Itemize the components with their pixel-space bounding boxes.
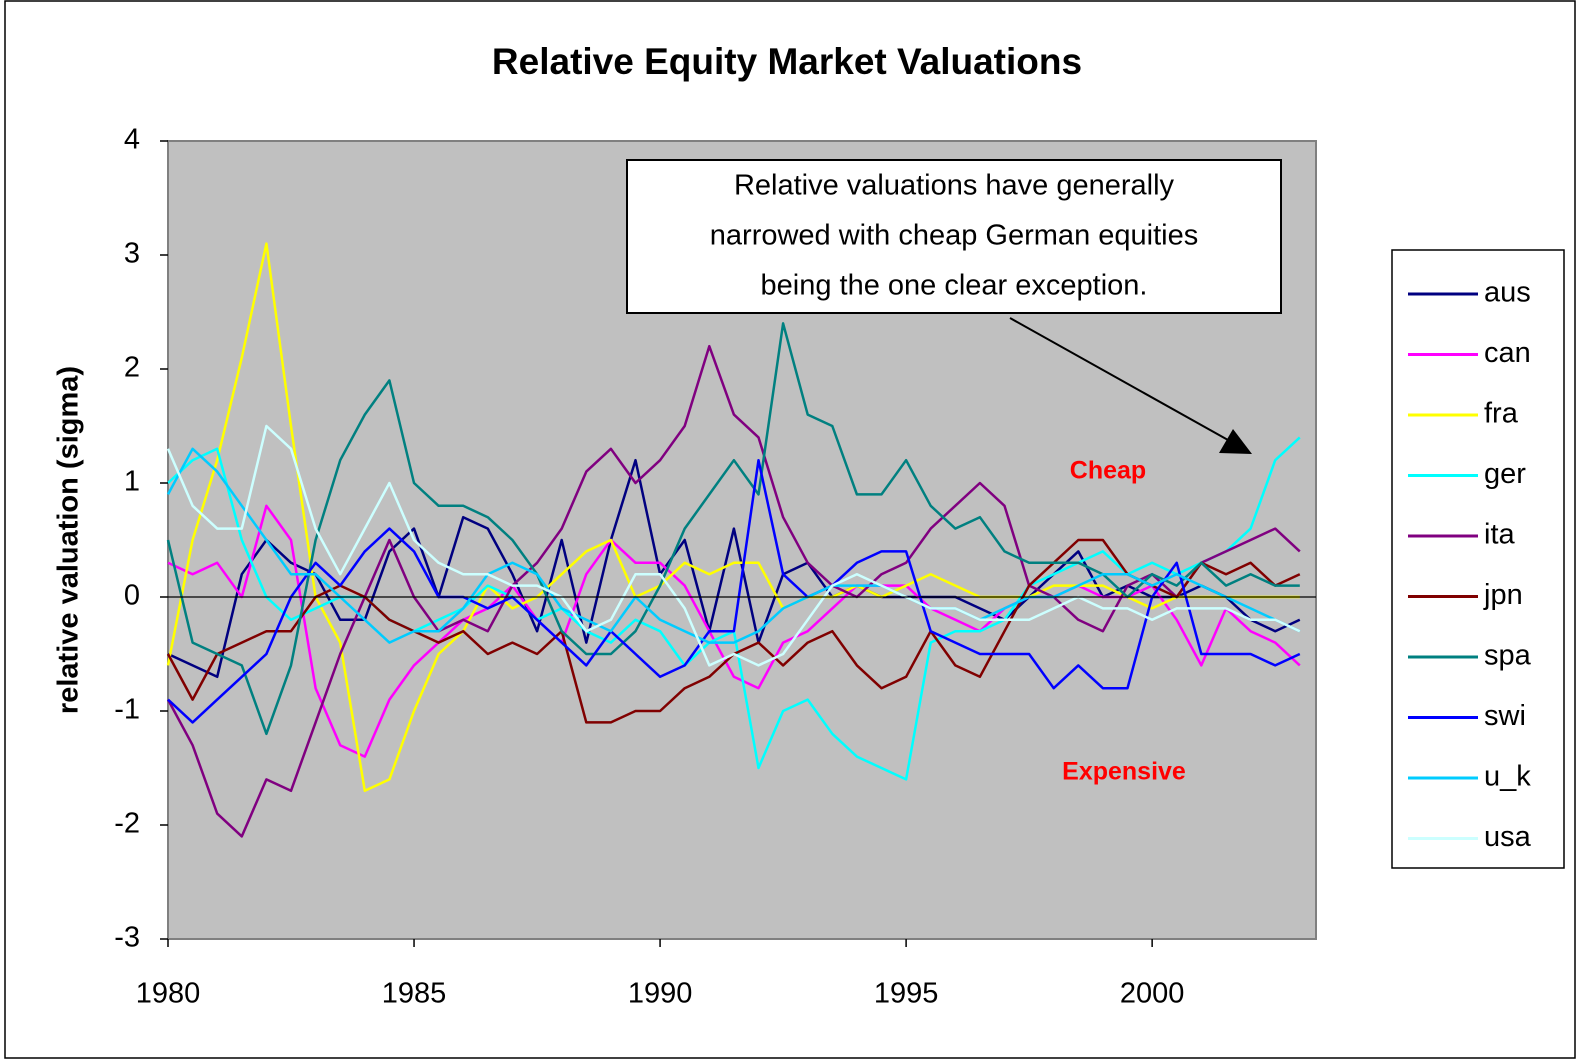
legend-label: aus — [1484, 277, 1531, 309]
annotation-line: being the one clear exception. — [761, 270, 1148, 302]
y-tick-label: 0 — [124, 580, 140, 612]
series-line — [166, 344, 1301, 838]
legend-label: spa — [1484, 640, 1532, 672]
annotation-box — [626, 159, 1282, 314]
plot — [166, 242, 1301, 838]
expensive-label: Expensive — [1062, 758, 1186, 786]
series-line — [166, 322, 1300, 736]
legend-label: ger — [1484, 458, 1526, 490]
legend-label: jpn — [1483, 579, 1523, 611]
series-line — [166, 424, 1301, 667]
x-tick-label: 1995 — [874, 978, 939, 1010]
x-tick-label: 1990 — [628, 978, 693, 1010]
series-line — [167, 458, 1301, 679]
legend-label: ita — [1484, 519, 1516, 551]
legend-label: u_k — [1484, 761, 1531, 793]
y-axis-label: relative valuation (sigma) — [53, 366, 85, 714]
legend-label: can — [1484, 337, 1531, 369]
series-line — [167, 458, 1301, 724]
y-tick-label: -3 — [114, 922, 140, 954]
series-line — [166, 447, 1301, 644]
series-line — [166, 242, 1300, 793]
y-tick-label: 3 — [124, 238, 140, 270]
annotation-line: narrowed with cheap German equities — [710, 220, 1198, 252]
legend-box — [1391, 249, 1565, 869]
chart-title: Relative Equity Market Valuations — [492, 41, 1082, 82]
annotation-arrow — [1009, 317, 1229, 441]
legend-label: fra — [1484, 398, 1519, 430]
y-tick-label: 2 — [124, 352, 140, 384]
y-tick-label: 1 — [124, 466, 140, 498]
y-tick-label: -2 — [114, 808, 140, 840]
legend-label: swi — [1484, 700, 1526, 732]
legend-label: usa — [1484, 821, 1532, 853]
x-tick-label: 2000 — [1120, 978, 1185, 1010]
cheap-label: Cheap — [1070, 457, 1146, 485]
y-tick-label: 4 — [124, 124, 140, 156]
x-tick-label: 1980 — [136, 978, 201, 1010]
arrow-head — [1219, 429, 1252, 454]
annotation-line: Relative valuations have generally — [734, 170, 1175, 202]
y-tick-label: -1 — [114, 694, 140, 726]
x-tick-label: 1985 — [382, 978, 447, 1010]
